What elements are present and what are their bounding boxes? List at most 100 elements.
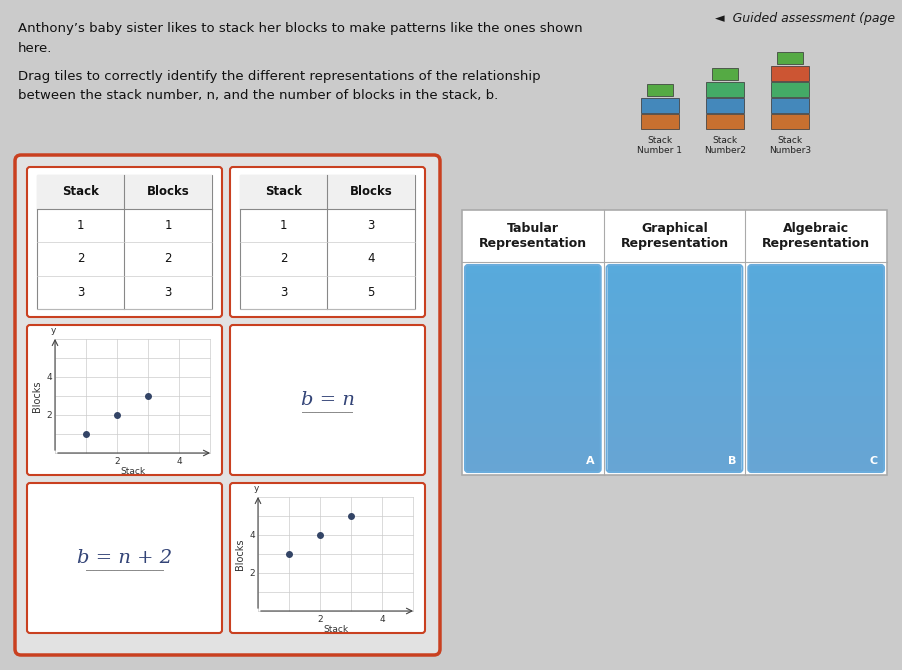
Bar <box>607 355 741 362</box>
Bar <box>607 416 741 423</box>
Bar <box>770 98 808 113</box>
FancyBboxPatch shape <box>27 325 222 475</box>
Text: 2: 2 <box>77 252 85 265</box>
Bar <box>37 175 212 309</box>
Text: 4: 4 <box>46 373 52 381</box>
Bar <box>749 430 882 438</box>
Bar <box>465 450 599 458</box>
Text: between the stack number, n, and the number of blocks in the stack, b.: between the stack number, n, and the num… <box>18 89 498 102</box>
FancyBboxPatch shape <box>15 155 439 655</box>
Text: 4: 4 <box>379 615 384 624</box>
Bar <box>607 328 741 335</box>
Text: 1: 1 <box>77 218 85 232</box>
Bar <box>607 266 741 273</box>
Text: Algebraic
Representation: Algebraic Representation <box>761 222 870 250</box>
Text: Drag tiles to correctly identify the different representations of the relationsh: Drag tiles to correctly identify the dif… <box>18 70 540 83</box>
Bar <box>465 362 599 369</box>
Bar <box>749 382 882 389</box>
Bar <box>465 279 599 287</box>
Bar <box>749 375 882 383</box>
Bar <box>749 423 882 431</box>
Bar <box>770 114 808 129</box>
Bar <box>770 66 808 81</box>
Text: 2: 2 <box>317 615 322 624</box>
FancyBboxPatch shape <box>230 483 425 633</box>
Bar <box>465 423 599 431</box>
Bar <box>607 382 741 389</box>
Bar <box>465 348 599 355</box>
Bar <box>749 341 882 348</box>
Text: b = n + 2: b = n + 2 <box>77 549 172 567</box>
Bar <box>749 396 882 403</box>
Bar <box>37 175 212 208</box>
Bar <box>465 375 599 383</box>
Bar <box>749 403 882 410</box>
Text: 3: 3 <box>77 285 85 299</box>
Bar <box>749 293 882 301</box>
Bar <box>607 423 741 431</box>
Bar <box>465 409 599 417</box>
Text: Blocks: Blocks <box>349 185 392 198</box>
Bar <box>749 389 882 397</box>
Bar <box>607 307 741 314</box>
Bar <box>749 450 882 458</box>
Text: 3: 3 <box>367 218 374 232</box>
Bar <box>465 403 599 410</box>
Bar <box>749 273 882 280</box>
Text: 1: 1 <box>280 218 287 232</box>
Bar <box>749 369 882 376</box>
Bar <box>465 369 599 376</box>
Text: Anthony’s baby sister likes to stack her blocks to make patterns like the ones s: Anthony’s baby sister likes to stack her… <box>18 22 582 35</box>
FancyBboxPatch shape <box>27 167 222 317</box>
Bar <box>607 293 741 301</box>
Bar <box>465 341 599 348</box>
FancyBboxPatch shape <box>27 483 222 633</box>
Text: Blocks: Blocks <box>32 381 42 412</box>
Bar <box>465 273 599 280</box>
Text: Stack
Number 1: Stack Number 1 <box>637 136 682 155</box>
Text: here.: here. <box>18 42 52 55</box>
Bar <box>465 437 599 444</box>
Bar <box>607 389 741 397</box>
Bar <box>607 362 741 369</box>
Text: Stack
Number3: Stack Number3 <box>769 136 810 155</box>
Bar <box>607 409 741 417</box>
Text: 4: 4 <box>367 252 374 265</box>
Text: Stack: Stack <box>62 185 99 198</box>
Bar <box>465 389 599 397</box>
Bar <box>711 68 737 80</box>
Bar <box>462 210 886 475</box>
Bar <box>607 450 741 458</box>
Bar <box>465 444 599 451</box>
Bar <box>749 279 882 287</box>
Bar <box>465 416 599 423</box>
Bar <box>465 328 599 335</box>
Bar <box>640 98 678 113</box>
Text: 2: 2 <box>164 252 171 265</box>
Bar <box>749 300 882 308</box>
Bar <box>465 355 599 362</box>
Bar <box>705 114 743 129</box>
Text: B: B <box>727 456 735 466</box>
Bar <box>465 334 599 342</box>
Bar <box>749 437 882 444</box>
Bar <box>749 355 882 362</box>
Text: Tabular
Representation: Tabular Representation <box>478 222 586 250</box>
Text: b = n: b = n <box>300 391 354 409</box>
Bar <box>607 430 741 438</box>
Bar <box>647 84 672 96</box>
Bar <box>465 266 599 273</box>
Text: y: y <box>253 484 258 493</box>
Bar <box>749 458 882 465</box>
Bar <box>465 458 599 465</box>
Text: 2: 2 <box>46 411 52 419</box>
Bar <box>465 293 599 301</box>
Bar <box>465 396 599 403</box>
Bar <box>607 273 741 280</box>
Bar <box>607 375 741 383</box>
Bar <box>607 437 741 444</box>
FancyBboxPatch shape <box>230 167 425 317</box>
Text: 2: 2 <box>114 457 120 466</box>
Bar <box>749 409 882 417</box>
Bar <box>465 321 599 328</box>
